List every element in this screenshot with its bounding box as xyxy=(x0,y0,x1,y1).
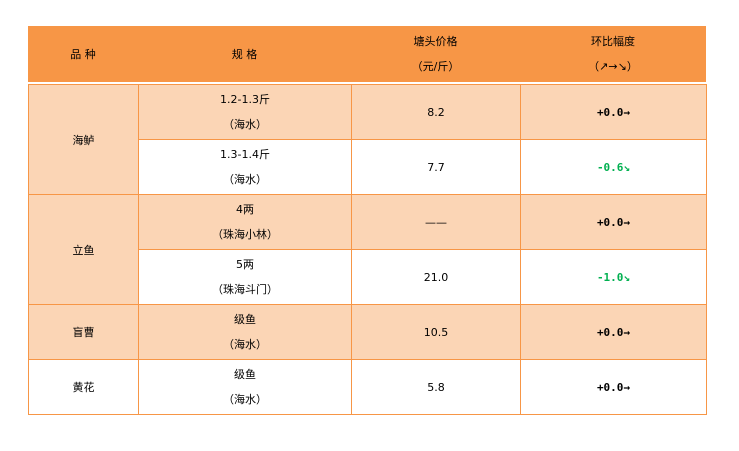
header-change: 环比幅度 （↗→↘） xyxy=(520,26,706,82)
spec-size: 级鱼 xyxy=(234,313,256,326)
price-cell: 8.2 xyxy=(351,84,521,140)
header-price-label: 塘头价格 xyxy=(413,35,458,48)
variety-cell: 黄花 xyxy=(28,359,139,415)
spec-origin: （海水） xyxy=(223,393,267,406)
change-cell: +0.0→ xyxy=(520,194,707,250)
price-cell: —— xyxy=(351,194,521,250)
spec-size: 1.3-1.4斤 xyxy=(220,148,270,161)
price-cell: 10.5 xyxy=(351,304,521,360)
spec-size: 4两 xyxy=(236,203,254,216)
spec-cell: 1.3-1.4斤 （海水） xyxy=(138,139,352,195)
variety-cell: 海鲈 xyxy=(28,84,139,195)
header-change-legend: （↗→↘） xyxy=(588,60,638,73)
header-change-label: 环比幅度 xyxy=(591,35,635,48)
spec-origin: （海水） xyxy=(223,173,267,186)
price-cell: 5.8 xyxy=(351,359,521,415)
spec-cell: 级鱼 （海水） xyxy=(138,359,352,415)
spec-origin: （珠海小林） xyxy=(212,228,278,241)
change-cell: -0.6↘ xyxy=(520,139,707,195)
spec-cell: 1.2-1.3斤 （海水） xyxy=(138,84,352,140)
spec-cell: 5两 （珠海斗门） xyxy=(138,249,352,305)
spec-cell: 4两 （珠海小林） xyxy=(138,194,352,250)
change-cell: +0.0→ xyxy=(520,84,707,140)
table-body: 海鲈 1.2-1.3斤 （海水） 8.2 +0.0→ 1.3-1.4斤 （海水） 7… xyxy=(28,84,707,415)
price-cell: 21.0 xyxy=(351,249,521,305)
variety-cell: 立鱼 xyxy=(28,194,139,305)
table-row: 盲曹 级鱼 （海水） 10.5 +0.0→ xyxy=(28,304,707,360)
header-variety: 品 种 xyxy=(28,26,138,82)
change-cell: +0.0→ xyxy=(520,304,707,360)
change-cell: +0.0→ xyxy=(520,359,707,415)
spec-size: 5两 xyxy=(236,258,254,271)
header-price-unit: （元/斤） xyxy=(411,60,460,73)
table-header: 品 种 规 格 塘头价格 （元/斤） 环比幅度 （↗→↘） xyxy=(28,26,706,82)
header-spec: 规 格 xyxy=(138,26,351,82)
price-cell: 7.7 xyxy=(351,139,521,195)
change-cell: -1.0↘ xyxy=(520,249,707,305)
spec-origin: （海水） xyxy=(223,338,267,351)
spec-origin: （海水） xyxy=(223,118,267,131)
price-table: 品 种 规 格 塘头价格 （元/斤） 环比幅度 （↗→↘） 海鲈 1.2-1.3斤 （… xyxy=(28,26,707,415)
table-row: 5两 （珠海斗门） 21.0 -1.0↘ xyxy=(29,249,707,305)
table-row: 黄花 级鱼 （海水） 5.8 +0.0→ xyxy=(28,359,707,415)
spec-size: 1.2-1.3斤 xyxy=(220,93,270,106)
spec-size: 级鱼 xyxy=(234,368,256,381)
table-row: 海鲈 1.2-1.3斤 （海水） 8.2 +0.0→ xyxy=(28,84,707,195)
header-price: 塘头价格 （元/斤） xyxy=(351,26,520,82)
spec-origin: （珠海斗门） xyxy=(212,283,278,296)
header-spec-label: 规 格 xyxy=(231,47,258,61)
spec-cell: 级鱼 （海水） xyxy=(138,304,352,360)
variety-cell: 盲曹 xyxy=(28,304,139,360)
table-row: 立鱼 4两 （珠海小林） —— +0.0→ xyxy=(28,194,707,305)
table-row: 1.3-1.4斤 （海水） 7.7 -0.6↘ xyxy=(29,139,707,195)
header-variety-label: 品 种 xyxy=(70,47,96,61)
